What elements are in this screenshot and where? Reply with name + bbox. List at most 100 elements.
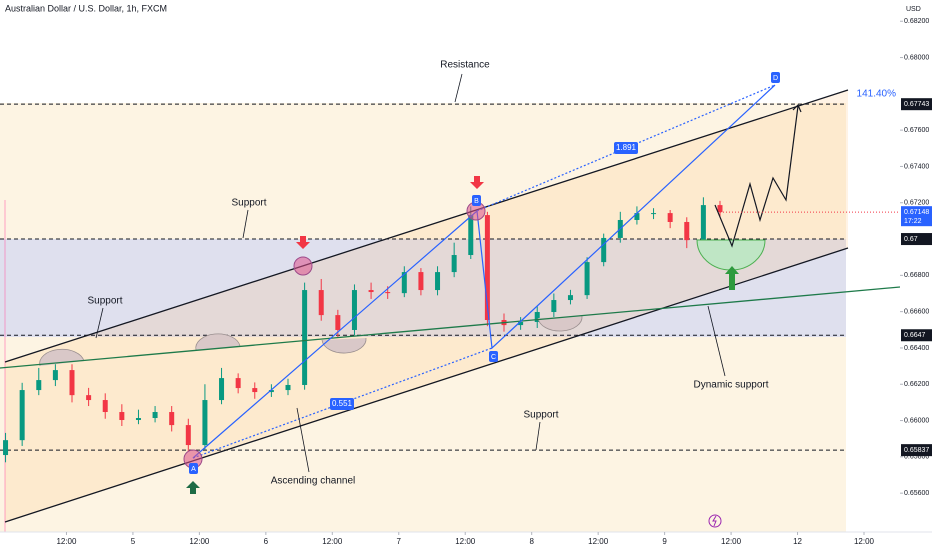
- pivot-circle: [293, 256, 313, 276]
- candle-body: [36, 380, 42, 391]
- event-icon-bolt: [712, 515, 717, 527]
- down-arrow: [470, 176, 484, 189]
- bump: [321, 337, 367, 354]
- candle-body: [302, 290, 308, 385]
- x-tick-label: 12:00: [455, 537, 476, 546]
- candle-body: [335, 315, 341, 330]
- x-tick-label: 7: [397, 537, 402, 546]
- y-tick-label: 0.68000: [904, 54, 929, 61]
- x-tick-label: 12:00: [854, 537, 875, 546]
- x-tick-label: 5: [131, 537, 136, 546]
- candle-body: [717, 205, 723, 213]
- countdown: 17:22: [904, 218, 922, 225]
- candle-body: [318, 290, 324, 316]
- candle-body: [435, 272, 441, 291]
- up-arrow: [186, 481, 200, 494]
- bump: [195, 333, 241, 351]
- pointer: [454, 73, 463, 103]
- candle-body: [651, 213, 657, 215]
- y-tick-label: 0.66000: [904, 417, 929, 424]
- candle-body: [52, 370, 58, 381]
- candle-body: [385, 292, 391, 294]
- price-box-label: 0.67743: [904, 101, 929, 108]
- y-tick-label: 0.66400: [904, 345, 929, 352]
- extension-label: 141.40%: [857, 89, 897, 100]
- projection-head: [792, 103, 802, 113]
- annotation: Dynamic support: [693, 380, 768, 391]
- price-box: [901, 329, 932, 342]
- candle-body: [169, 412, 175, 426]
- x-tick-label: 12: [793, 537, 802, 546]
- price-box-label: 0.6647: [904, 332, 926, 339]
- candle-body: [684, 221, 690, 241]
- candle-body: [468, 215, 474, 256]
- levels: [0, 103, 846, 451]
- price-box: [901, 233, 932, 246]
- candle-body: [418, 272, 424, 291]
- channel-lower: [4, 247, 849, 523]
- last-price-label: 0.67148: [904, 209, 929, 216]
- pointer: [535, 421, 541, 451]
- markers: [183, 201, 486, 469]
- x-tick-label: 12:00: [189, 537, 210, 546]
- currency: USD: [906, 6, 921, 13]
- chart-title: Australian Dollar / U.S. Dollar, 1h, FXC…: [5, 3, 167, 13]
- up-arrow: [725, 266, 739, 290]
- arrows: [186, 176, 739, 494]
- candle-body: [285, 384, 291, 391]
- y-tick-label: 0.67600: [904, 127, 929, 134]
- ratio-line: [192, 347, 493, 459]
- candle-body: [484, 215, 490, 320]
- x-tick-label: 6: [264, 537, 269, 546]
- price-axis: [900, 0, 932, 550]
- candle-body: [185, 425, 191, 446]
- ratio-label: 1.891: [616, 143, 637, 152]
- y-tick-label: 0.68200: [904, 18, 929, 25]
- event-icon: [708, 514, 722, 528]
- price-box: [901, 98, 932, 111]
- channel-upper: [4, 89, 849, 363]
- x-tick-label: 8: [529, 537, 534, 546]
- candle-body: [700, 205, 706, 241]
- candle-body: [235, 378, 241, 389]
- pointers: [95, 73, 726, 473]
- point-labels: A B C D: [189, 72, 780, 474]
- price-box-label: 0.67: [904, 236, 918, 243]
- y-tick-label: 0.66200: [904, 381, 929, 388]
- y-tick-label: 0.65800: [904, 454, 929, 461]
- y-tick-label: 0.65600: [904, 490, 929, 497]
- projection: [714, 105, 799, 248]
- pointer: [707, 305, 726, 377]
- pointer: [242, 209, 249, 239]
- pointer: [95, 307, 104, 339]
- x-tick-label: 12:00: [56, 537, 77, 546]
- last-price-box: [901, 206, 932, 227]
- price-box: [901, 444, 932, 457]
- ratio-box: [330, 398, 354, 410]
- y-tick-label: 0.67400: [904, 163, 929, 170]
- channel-fill: [5, 90, 848, 522]
- candle-body: [152, 412, 158, 419]
- down-arrow: [296, 236, 310, 249]
- ratio-label: 0.551: [332, 399, 353, 408]
- candle-body: [401, 272, 407, 294]
- candle-body: [634, 213, 640, 220]
- abcd-path: [192, 84, 776, 459]
- point-label: D: [773, 75, 778, 82]
- pointer: [296, 407, 310, 473]
- candle-body: [534, 312, 540, 322]
- candle-body: [102, 400, 108, 413]
- candle-body: [667, 213, 673, 222]
- candle-body: [202, 400, 208, 446]
- candle-body: [351, 290, 357, 330]
- point-box: [472, 195, 481, 206]
- annotation: Support: [87, 296, 122, 307]
- annotation: Support: [523, 410, 558, 421]
- candle-body: [368, 290, 374, 293]
- point-box: [189, 463, 198, 474]
- candle-body: [135, 418, 141, 421]
- candle-body: [584, 262, 590, 296]
- point-label: B: [474, 198, 479, 205]
- y-tick-label: 0.67200: [904, 200, 929, 207]
